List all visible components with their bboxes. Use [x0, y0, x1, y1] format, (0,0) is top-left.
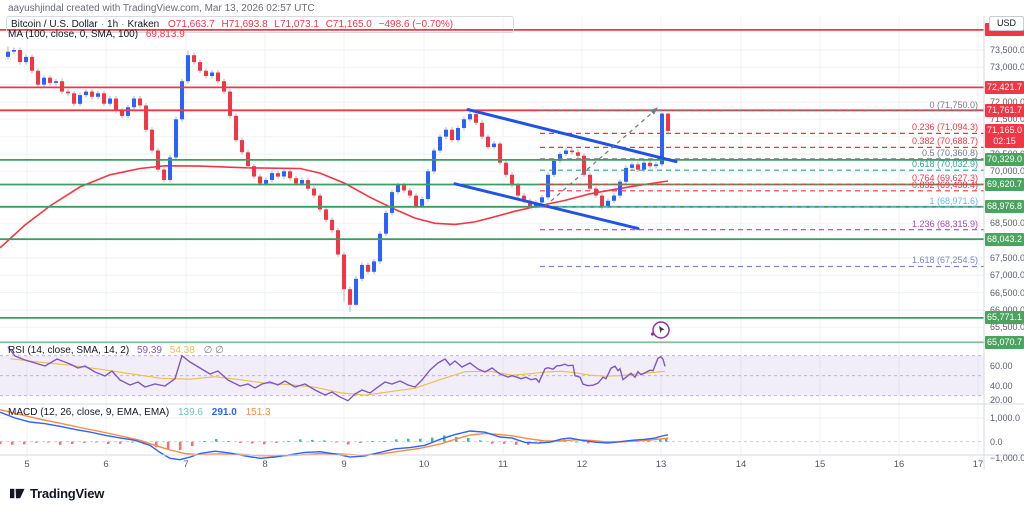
price-tick-label: 67,000.0: [990, 270, 1024, 280]
rsi-label[interactable]: RSI (14, close, SMA, 14, 2): [8, 345, 130, 356]
symbol-title[interactable]: Bitcoin / U.S. Dollar: [11, 19, 98, 30]
price-level-chip: 68,976.8: [985, 200, 1024, 213]
price-level-chip: 69,620.7: [985, 178, 1024, 191]
fib-level-label[interactable]: 0.618 (70,032.9): [911, 159, 978, 169]
price-tick-label: 73,000.0: [990, 62, 1024, 72]
ma-value: 69,813.9: [145, 29, 185, 40]
legend-separator: ·: [100, 19, 105, 30]
price-tick-label: 67,500.0: [990, 253, 1024, 263]
ohlc-open: O71,663.7: [167, 19, 215, 30]
tradingview-logo-text: TradingView: [30, 486, 105, 501]
rsi-indicator-legend[interactable]: RSI (14, close, SMA, 14, 2) 59.39 54.38 …: [8, 345, 224, 356]
macd-indicator-legend[interactable]: MACD (12, 26, close, 9, EMA, EMA) 139.6 …: [8, 407, 271, 418]
fib-level-label[interactable]: 0.764 (69,627.3): [911, 173, 978, 183]
macd-tick-label: 0.0: [990, 437, 1003, 447]
time-axis-label: 16: [893, 459, 905, 470]
fib-level-label[interactable]: 1.618 (67,254.5): [911, 255, 978, 265]
fib-level-label[interactable]: 1 (68,971.6): [929, 196, 978, 206]
fib-level-label[interactable]: 0 (71,750.0): [929, 100, 978, 110]
price-level-chip: 70,329.0: [985, 153, 1024, 166]
interval-label[interactable]: 1h: [107, 19, 119, 30]
fib-level-label[interactable]: 0.236 (71,094.3): [911, 122, 978, 132]
time-axis-label: 9: [341, 459, 347, 470]
time-axis-label: 6: [103, 459, 109, 470]
macd-tick-label: 1,000.0: [990, 413, 1021, 423]
price-tick-label: 65,500.0: [990, 322, 1024, 332]
currency-toggle[interactable]: USD: [989, 16, 1024, 31]
ohlc-close: C71,165.0: [325, 19, 372, 30]
ohlc-high: H71,693.8: [221, 19, 268, 30]
time-axis-label: 11: [498, 459, 508, 470]
tradingview-logo[interactable]: TradingView: [10, 486, 104, 501]
time-axis-label: 14: [735, 459, 747, 470]
legend-separator: ·: [121, 19, 125, 30]
price-level-chip: 65,070.7: [985, 336, 1024, 349]
rsi-tick-label: 40.00: [990, 381, 1013, 391]
price-level-chip: 71,761.7: [985, 104, 1024, 117]
price-tick-label: 68,500.0: [990, 218, 1024, 228]
tradingview-logo-icon: [10, 488, 25, 499]
fib-level-label[interactable]: 1.236 (68,315.9): [911, 219, 978, 229]
time-axis-label: 10: [418, 459, 430, 470]
rsi-extra: ∅ ∅: [203, 345, 224, 356]
price-tick-label: 66,000.0: [990, 305, 1024, 315]
price-tick-label: 73,500.0: [990, 45, 1024, 55]
ma-indicator-legend[interactable]: MA (100, close, 0, SMA, 100) 69,813.9: [8, 29, 185, 40]
fib-level-label[interactable]: 0.5 (70,360.8): [921, 148, 978, 158]
rsi-value: 59.39: [136, 345, 162, 356]
chart-credit: aayushjindal created with TradingView.co…: [8, 3, 315, 14]
current-price-value: 71,165.0: [986, 125, 1023, 135]
price-level-chip: 72,421.7: [985, 81, 1024, 94]
time-axis-label: 15: [814, 459, 826, 470]
price-tick-label: 66,500.0: [990, 288, 1024, 298]
ma-label[interactable]: MA (100, close, 0, SMA, 100): [8, 29, 139, 40]
exchange-label[interactable]: Kraken: [127, 19, 160, 30]
ohlc-low: L71,073.1: [274, 19, 319, 30]
price-tick-label: 70,000.0: [990, 166, 1024, 176]
fib-level-label[interactable]: 0.382 (70,688.7): [911, 136, 978, 146]
macd-value: 291.0: [211, 407, 237, 418]
rsi-tick-label: 20.00: [990, 395, 1013, 405]
price-tick-label: 71,500.0: [990, 114, 1024, 124]
bar-countdown: 02:15: [993, 136, 1016, 146]
time-axis-label: 8: [262, 459, 268, 470]
macd-hist-value: 139.6: [177, 407, 203, 418]
time-axis-label: 17: [972, 459, 984, 470]
time-axis-label: 5: [24, 459, 30, 470]
fib-level-label[interactable]: 0.832 (69,438.4): [911, 180, 978, 190]
time-axis-label: 13: [655, 459, 667, 470]
price-level-chip: 68,043.2: [985, 233, 1024, 246]
current-price-chip: 71,165.0 02:15: [985, 124, 1024, 148]
rsi-tick-label: 60.00: [990, 361, 1013, 371]
price-tick-label: 72,000.0: [990, 97, 1024, 107]
symbol-legend[interactable]: Bitcoin / U.S. Dollar · 1h · Kraken O71,663.…: [6, 16, 514, 33]
macd-label[interactable]: MACD (12, 26, close, 9, EMA, EMA): [8, 407, 170, 418]
price-level-chip: 65,771.1: [985, 311, 1024, 324]
macd-tick-label: −1,000.0: [990, 453, 1024, 463]
macd-signal-value: 151.3: [245, 407, 271, 418]
time-axis-label: 12: [576, 459, 588, 470]
change-value: −498.6 (−0.70%): [378, 19, 454, 30]
rsi-sma-value: 54.38: [169, 345, 195, 356]
time-axis-label: 7: [183, 459, 189, 470]
